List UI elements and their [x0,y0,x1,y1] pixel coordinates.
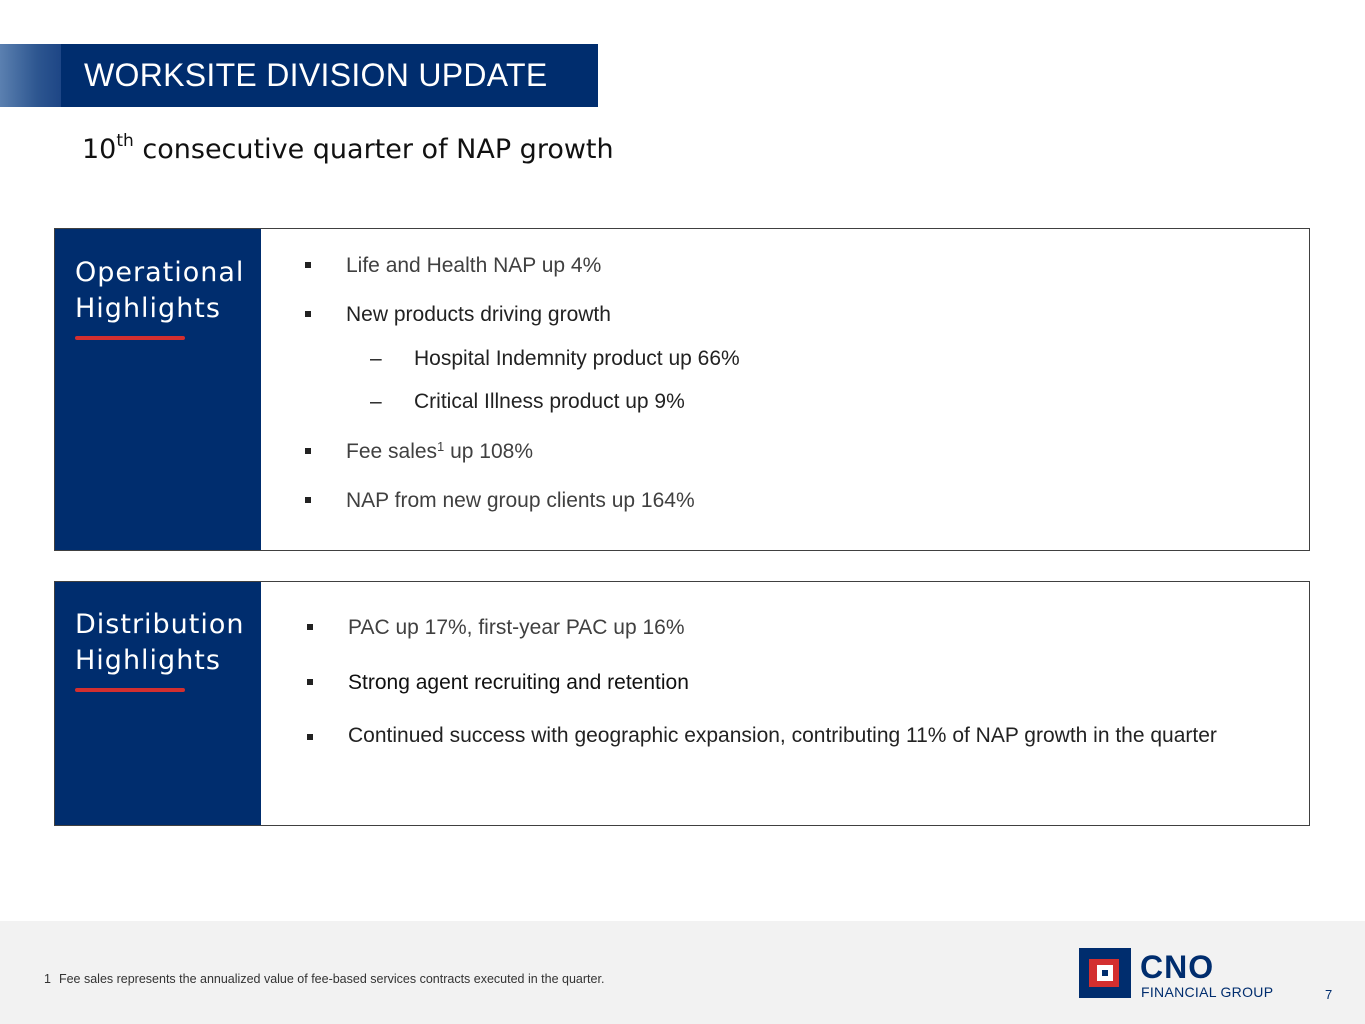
bullet-square-icon [305,448,311,454]
list-item-text: Fee sales1 up 108% [346,440,533,464]
operational-heading: Operational Highlights [75,255,244,327]
distribution-sidebar: Distribution Highlights [55,582,261,825]
footnote-ref: 1 [437,439,445,454]
subtitle-text: consecutive quarter of NAP growth [133,134,614,165]
page-subtitle: 10th consecutive quarter of NAP growth [82,131,614,166]
distribution-highlights-panel: Distribution Highlights PAC up 17%, firs… [54,581,1310,826]
distribution-heading-line2: Highlights [75,645,221,676]
list-item-text: Critical Illness product up 9% [414,390,685,413]
list-item-text: Strong agent recruiting and retention [348,671,689,694]
page-title: WORKSITE DIVISION UPDATE [61,44,598,107]
footnote: 1 Fee sales represents the annualized val… [44,972,604,986]
list-item-text: Life and Health NAP up 4% [346,254,602,277]
page-number: 7 [1325,987,1333,1002]
bullet-square-icon [307,734,313,740]
list-item-text: PAC up 17%, first-year PAC up 16% [348,616,685,639]
bullet-square-icon [305,311,311,317]
logo-red-square [1089,959,1119,987]
operational-sidebar: Operational Highlights [55,229,261,550]
subtitle-number: 10 [82,134,117,165]
list-item-text: Hospital Indemnity product up 66% [414,347,740,370]
list-item-text: Continued success with geographic expans… [348,724,1217,747]
fee-sales-value: up 108% [444,440,534,463]
distribution-heading-underline [75,688,185,692]
footnote-number: 1 [44,972,51,986]
bullet-square-icon [305,497,311,503]
logo-white-square [1097,965,1113,981]
list-item-text: NAP from new group clients up 164% [346,489,695,512]
fee-sales-text: Fee sales [346,440,438,463]
bullet-square-icon [307,624,313,630]
cno-logo-icon [1079,948,1131,998]
bullet-square-icon [307,679,313,685]
list-item-text: New products driving growth [346,303,611,326]
subtitle-ordinal: th [116,131,134,151]
footnote-text: Fee sales represents the annualized valu… [58,972,605,986]
operational-highlights-panel: Operational Highlights Life and Health N… [54,228,1310,551]
logo-tagline: FINANCIAL GROUP [1141,984,1274,1000]
logo-core-square [1102,970,1108,976]
dash-marker: – [370,347,382,370]
operational-heading-line1: Operational [75,257,245,288]
operational-heading-line2: Highlights [75,293,221,324]
distribution-heading-line1: Distribution [75,609,245,640]
logo-name: CNO [1140,949,1215,985]
distribution-heading: Distribution Highlights [75,607,245,679]
title-accent-bar [0,44,62,107]
bullet-square-icon [305,262,311,268]
footer: 1 Fee sales represents the annualized val… [0,921,1365,1024]
operational-heading-underline [75,336,185,340]
dash-marker: – [370,390,382,413]
